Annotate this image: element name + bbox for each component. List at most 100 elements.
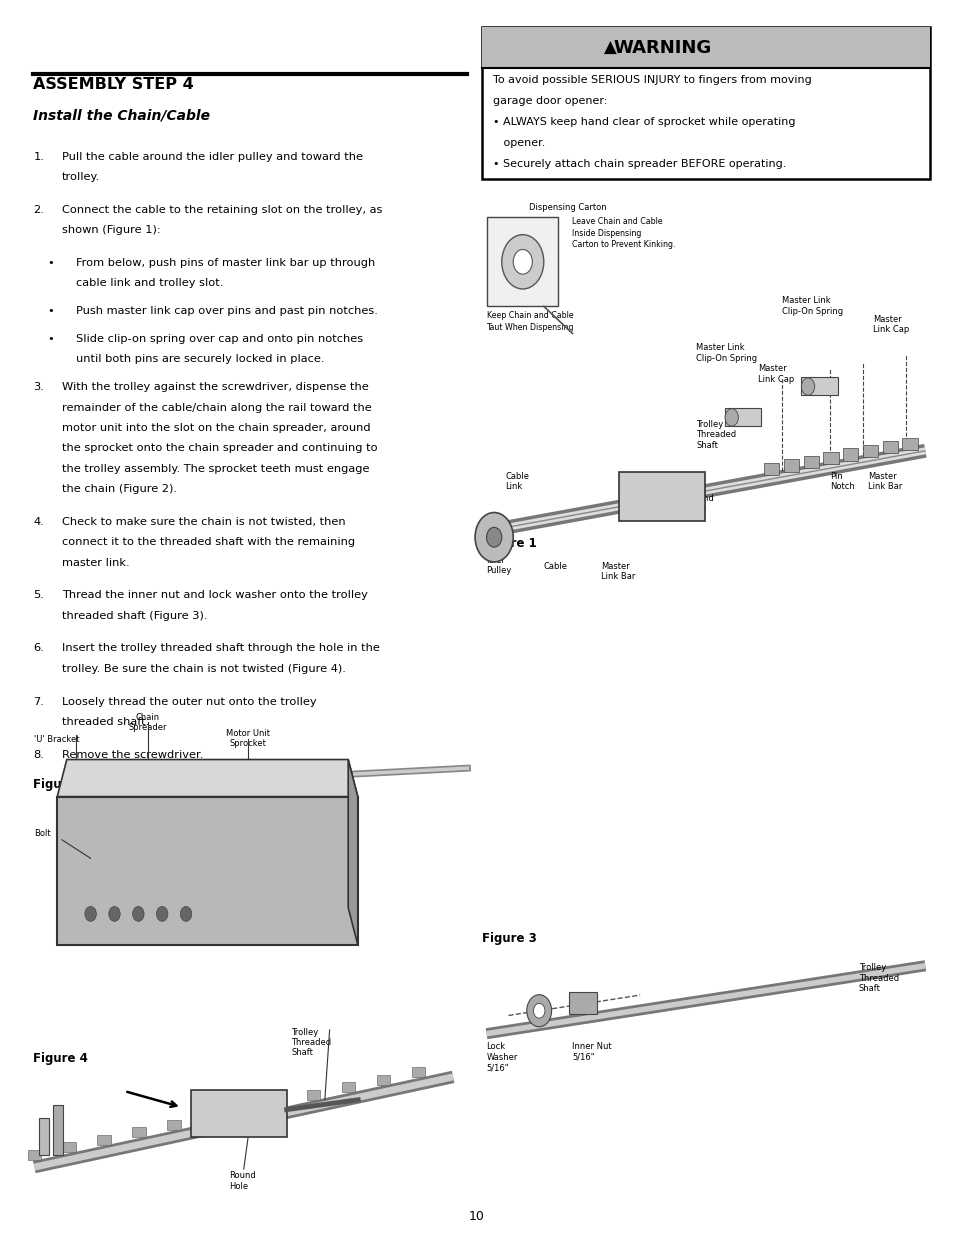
Circle shape <box>486 527 501 547</box>
Text: Lock
Washer
5/16": Lock Washer 5/16" <box>486 1042 517 1072</box>
Text: Motor Unit
Sprocket: Motor Unit Sprocket <box>226 729 270 748</box>
Bar <box>862 445 877 457</box>
Text: connect it to the threaded shaft with the remaining: connect it to the threaded shaft with th… <box>62 537 355 547</box>
Bar <box>53 1105 63 1155</box>
Bar <box>272 1097 285 1107</box>
Text: 6.: 6. <box>33 643 44 653</box>
Text: Master Link
Clip-On Spring: Master Link Clip-On Spring <box>696 343 757 363</box>
Bar <box>902 437 917 450</box>
Text: remainder of the cable/chain along the rail toward the: remainder of the cable/chain along the r… <box>62 403 372 412</box>
Text: Thread the inner nut and lock washer onto the trolley: Thread the inner nut and lock washer ont… <box>62 590 368 600</box>
Bar <box>802 456 818 468</box>
Circle shape <box>180 906 192 921</box>
Bar <box>411 1067 424 1077</box>
Bar <box>132 1128 146 1137</box>
Text: Figure 3: Figure 3 <box>481 932 536 946</box>
Bar <box>822 452 838 464</box>
Text: 'U' Bracket: 'U' Bracket <box>34 735 80 743</box>
Circle shape <box>724 409 738 426</box>
Text: 4.: 4. <box>33 517 44 527</box>
Text: Insert the trolley threaded shaft through the hole in the: Insert the trolley threaded shaft throug… <box>62 643 379 653</box>
Text: threaded shaft.: threaded shaft. <box>62 718 149 727</box>
Text: With the trolley against the screwdriver, dispense the: With the trolley against the screwdriver… <box>62 383 369 393</box>
Text: 2.: 2. <box>33 205 44 215</box>
Circle shape <box>109 906 120 921</box>
Text: Master
Link Bar: Master Link Bar <box>867 472 902 492</box>
Bar <box>842 448 858 461</box>
Bar <box>376 1074 390 1084</box>
Text: shown (Figure 1):: shown (Figure 1): <box>62 226 161 236</box>
Text: ASSEMBLY STEP 4: ASSEMBLY STEP 4 <box>33 77 194 91</box>
Text: the chain (Figure 2).: the chain (Figure 2). <box>62 484 177 494</box>
Text: Slotted
Hole: Slotted Hole <box>629 488 659 508</box>
Bar <box>307 1089 320 1099</box>
Text: master link.: master link. <box>62 558 130 568</box>
Text: WARNING: WARNING <box>614 38 711 57</box>
Text: ▲: ▲ <box>603 38 617 57</box>
Text: garage door opener:: garage door opener: <box>493 96 607 106</box>
Text: •: • <box>48 306 54 316</box>
Text: Idler
Pulley: Idler Pulley <box>486 556 512 576</box>
Bar <box>167 1120 180 1130</box>
Bar <box>724 408 760 426</box>
Text: Bolt: Bolt <box>34 829 51 839</box>
Text: To avoid possible SERIOUS INJURY to fingers from moving: To avoid possible SERIOUS INJURY to fing… <box>493 75 811 85</box>
Text: Figure 1: Figure 1 <box>481 537 536 551</box>
Text: Inner Nut
5/16": Inner Nut 5/16" <box>572 1042 612 1062</box>
Text: Loosely thread the outer nut onto the trolley: Loosely thread the outer nut onto the tr… <box>62 697 316 706</box>
Bar <box>763 463 779 475</box>
Text: until both pins are securely locked in place.: until both pins are securely locked in p… <box>76 354 324 364</box>
Text: Round
Hole: Round Hole <box>229 1171 256 1191</box>
Text: Cable
Link: Cable Link <box>505 472 529 492</box>
Bar <box>57 797 357 945</box>
Bar <box>481 27 929 68</box>
Text: Leave Chain and Cable
Inside Dispensing
Carton to Prevent Kinking.: Leave Chain and Cable Inside Dispensing … <box>572 217 675 249</box>
Text: cable link and trolley slot.: cable link and trolley slot. <box>76 279 223 289</box>
Text: Keep Chain and Cable
Taut When Dispensing: Keep Chain and Cable Taut When Dispensin… <box>486 311 574 332</box>
Text: motor unit into the slot on the chain spreader, around: motor unit into the slot on the chain sp… <box>62 424 371 433</box>
Bar <box>97 1135 111 1145</box>
Text: Check to make sure the chain is not twisted, then: Check to make sure the chain is not twis… <box>62 517 345 527</box>
Text: Trolley
Threaded
Shaft: Trolley Threaded Shaft <box>696 420 736 450</box>
Text: the sprocket onto the chain spreader and continuing to: the sprocket onto the chain spreader and… <box>62 443 377 453</box>
Text: 10: 10 <box>469 1210 484 1223</box>
Text: Chain
Spreader: Chain Spreader <box>129 713 167 732</box>
Circle shape <box>533 1003 544 1018</box>
Text: Remove the screwdriver.: Remove the screwdriver. <box>62 750 203 760</box>
Text: 5.: 5. <box>33 590 44 600</box>
Text: Dispensing Carton: Dispensing Carton <box>529 203 606 211</box>
Circle shape <box>132 906 144 921</box>
Circle shape <box>801 378 814 395</box>
Text: Connect the cable to the retaining slot on the trolley, as: Connect the cable to the retaining slot … <box>62 205 382 215</box>
Bar <box>191 1089 286 1136</box>
Text: opener.: opener. <box>493 138 545 148</box>
Text: the trolley assembly. The sprocket teeth must engage: the trolley assembly. The sprocket teeth… <box>62 464 369 474</box>
Text: Install the Chain/Cable: Install the Chain/Cable <box>33 109 211 122</box>
Circle shape <box>501 235 543 289</box>
Bar <box>202 1113 215 1123</box>
Text: 1.: 1. <box>33 152 44 162</box>
Bar <box>801 377 837 395</box>
Bar <box>63 1142 76 1152</box>
Text: Master
Link Cap: Master Link Cap <box>758 364 794 384</box>
Text: Figure 4: Figure 4 <box>33 1052 89 1066</box>
Bar <box>882 441 897 453</box>
Text: Pull the cable around the idler pulley and toward the: Pull the cable around the idler pulley a… <box>62 152 363 162</box>
Polygon shape <box>348 760 357 945</box>
Text: Push master link cap over pins and past pin notches.: Push master link cap over pins and past … <box>76 306 377 316</box>
Bar <box>783 459 799 472</box>
Text: Master Link
Clip-On Spring: Master Link Clip-On Spring <box>781 296 842 316</box>
Text: Figure 2: Figure 2 <box>33 778 88 792</box>
Text: From below, push pins of master link bar up through: From below, push pins of master link bar… <box>76 258 375 268</box>
Text: Master
Link Cap: Master Link Cap <box>872 315 908 335</box>
Text: Round
Hole: Round Hole <box>686 494 713 514</box>
Text: Pin
Notch: Pin Notch <box>829 472 854 492</box>
Bar <box>28 1150 41 1160</box>
Bar <box>568 992 597 1014</box>
Circle shape <box>475 513 513 562</box>
Polygon shape <box>57 760 357 797</box>
Circle shape <box>513 249 532 274</box>
Text: trolley. Be sure the chain is not twisted (Figure 4).: trolley. Be sure the chain is not twiste… <box>62 664 346 674</box>
Text: 8.: 8. <box>33 750 44 760</box>
Circle shape <box>526 994 551 1026</box>
